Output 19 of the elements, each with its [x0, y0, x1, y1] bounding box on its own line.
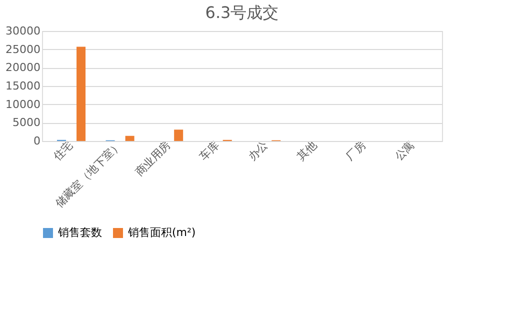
- y-tick-label: 5000: [12, 116, 40, 130]
- x-tick-label: 办公: [246, 138, 271, 164]
- bar: [125, 136, 134, 141]
- legend-label: 销售套数: [57, 226, 102, 239]
- x-tick-label: 车库: [197, 138, 222, 164]
- chart-title: 6.3号成交: [205, 3, 279, 22]
- x-tick-label: 商业用房: [132, 138, 174, 179]
- y-tick-label: 15000: [6, 80, 40, 92]
- y-tick-label: 25000: [6, 42, 40, 56]
- bar: [174, 130, 184, 141]
- y-tick-label: 0: [34, 134, 40, 148]
- y-tick-label: 20000: [6, 61, 40, 74]
- x-tick-label: 其他: [294, 138, 320, 164]
- legend-label: 销售面积(m²): [127, 226, 196, 239]
- x-tick-label: 公寓: [392, 138, 417, 164]
- x-tick-label: 厂房: [343, 138, 368, 164]
- y-tick-label: 10000: [6, 98, 40, 111]
- y-tick-label: 30000: [6, 24, 40, 38]
- bar: [76, 46, 86, 141]
